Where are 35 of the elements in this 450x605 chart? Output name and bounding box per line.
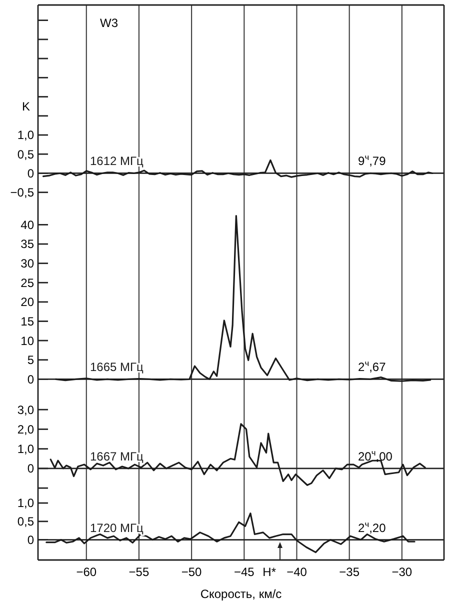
y-tick-label: 0 xyxy=(27,166,34,180)
y-tick-label: 0 xyxy=(27,532,34,547)
y-tick-label: 5 xyxy=(27,353,34,368)
annotation: 20$^{ч}$,00 xyxy=(358,447,393,464)
y-tick-label: 30 xyxy=(20,256,34,271)
y-tick-label: 10 xyxy=(20,334,34,348)
y-tick-label: 35 xyxy=(20,237,34,252)
x-tick-label: −50 xyxy=(181,565,202,579)
y-tick-label: 0,5 xyxy=(17,514,34,529)
y-tick-label: 1,0 xyxy=(17,128,34,142)
y-tick-label: −0,5 xyxy=(10,186,34,200)
y-tick-label: 0 xyxy=(27,372,34,386)
annotation: 2$^{ч}$,20 xyxy=(358,518,386,535)
x-tick-label: −45 xyxy=(234,565,255,579)
y-axis-title: K xyxy=(22,100,30,114)
x-axis-title: Скорость, км/с xyxy=(200,587,282,601)
y-tick-label: 2,0 xyxy=(17,422,34,436)
text: H* xyxy=(262,565,276,579)
y-tick-label: 3,0 xyxy=(17,402,34,417)
x-tick-label: −30 xyxy=(392,565,412,579)
text: W3 xyxy=(100,16,118,30)
x-tick-label: −40 xyxy=(286,565,308,579)
x-tick-label: −55 xyxy=(128,565,150,579)
x-tick-label: −35 xyxy=(339,565,360,579)
x-tick-label: −60 xyxy=(76,565,97,579)
y-tick-label: 20 xyxy=(20,295,34,310)
y-tick-label: 0 xyxy=(27,462,34,476)
y-tick-label: 40 xyxy=(20,218,34,232)
y-tick-label: 1,0 xyxy=(17,442,34,456)
y-tick-label: 25 xyxy=(20,276,34,290)
y-tick-label: 1,0 xyxy=(17,496,34,510)
y-tick-label: 15 xyxy=(20,314,34,328)
y-tick-label: 0,5 xyxy=(17,147,34,162)
annotation: 2$^{ч}$,67 xyxy=(358,358,386,374)
annotation: 9$^{ч}$,79 xyxy=(358,152,386,168)
